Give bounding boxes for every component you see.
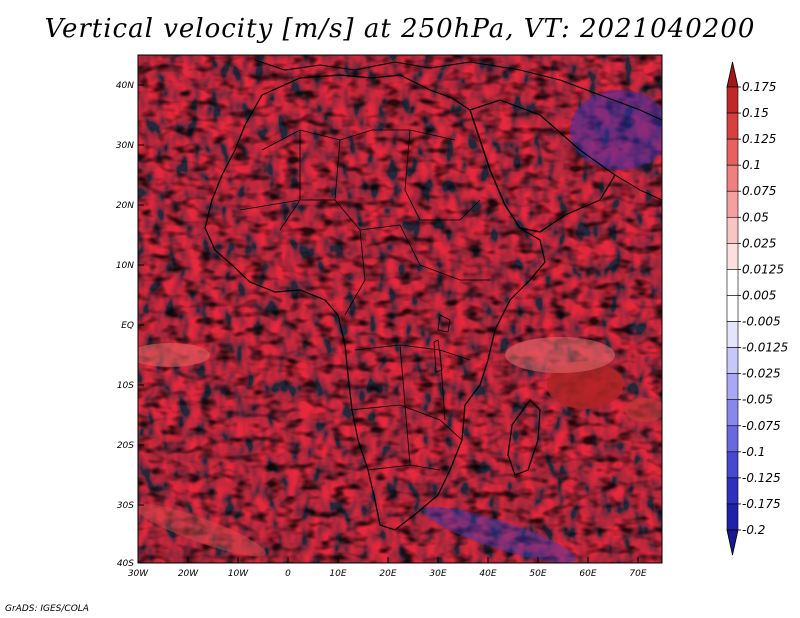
colorbar-box [726,503,739,531]
coastline-europe [254,59,662,121]
colorbar-label: -0.075 [742,419,781,433]
lon-tick-label: 60E [579,569,596,579]
cyclone-feature [547,361,623,409]
colorbar-box [726,321,739,348]
lon-tick-label: 20W [178,569,199,579]
plot-frame [137,54,663,564]
colorbar-label: 0.05 [742,210,769,224]
latitude-axis: 40N 30N 20N 10N EQ 10S 20S 30S 40S [116,81,144,569]
colorbar-box [726,295,739,322]
colorbar-label: 0.175 [742,80,776,94]
lon-tick-label: 10W [228,569,249,579]
colorbar-bottom-arrow [726,529,739,556]
colorbar-label: 0.15 [742,106,769,120]
colorbar-box [726,164,739,192]
lon-tick-label: 10E [329,569,346,579]
map-title: Vertical velocity [m/s] at 250hPa, VT: 2… [44,14,756,44]
lon-tick-label: 20E [379,569,396,579]
lon-tick-label: 40E [479,569,496,579]
colorbar-label: 0.1 [742,158,761,172]
coastline-arabia [469,99,616,233]
colorbar-box [726,347,739,374]
lat-tick-label: 30N [116,141,134,151]
lat-tick-label: 10S [117,381,134,391]
colorbar-label: -0.2 [742,523,765,537]
lon-tick-label: 0 [285,569,291,579]
country-borders [239,129,490,471]
lon-tick-label: 30W [128,569,149,579]
colorbar-label: -0.005 [742,315,781,329]
colorbar-box [726,138,739,166]
lat-tick-label: 40N [116,81,134,91]
colorbar-box [726,112,739,140]
colorbar: 0.175 0.15 0.125 0.1 0.075 0.05 0.025 0.0125 0.0… [726,61,788,556]
lat-tick-label: 40S [117,559,134,569]
colorbar-box [726,477,739,505]
credit-text: GrADS: IGES/COLA [5,604,89,614]
colorbar-label: -0.125 [742,471,781,485]
colorbar-label: 0.075 [742,184,776,198]
velocity-field [138,55,662,563]
lon-tick-label: 70E [629,569,646,579]
coastline-madagascar [507,399,541,476]
colorbar-label: 0.125 [742,132,776,146]
colorbar-label: 0.025 [742,236,776,250]
colorbar-box [726,216,739,244]
colorbar-label: -0.025 [742,367,781,381]
colorbar-box [726,373,739,401]
lat-tick-label: 30S [117,501,134,511]
colorbar-label: -0.05 [742,393,773,407]
lon-tick-label: 50E [529,569,546,579]
colorbar-box [726,451,739,479]
lat-tick-label: 20S [117,441,134,451]
lat-tick-label: 10N [116,261,134,271]
lon-tick-label: 30E [429,569,446,579]
colorbar-box [726,269,739,296]
colorbar-label: -0.0125 [742,341,788,355]
colorbar-box [726,399,739,427]
colorbar-label: 0.005 [742,288,776,302]
colorbar-top-arrow [726,61,739,88]
lat-tick-label: 20N [116,201,134,211]
colorbar-box [726,86,739,114]
colorbar-label: 0.0125 [742,262,784,276]
longitude-axis: 30W 20W 10W 0 10E 20E 30E 40E 50E 60E 70E [128,557,647,579]
lat-tick-label: EQ [121,321,134,331]
colorbar-label: -0.1 [742,445,765,459]
colorbar-label: -0.175 [742,497,781,511]
colorbar-box [726,425,739,453]
colorbar-box [726,190,739,218]
colorbar-box [726,243,739,270]
